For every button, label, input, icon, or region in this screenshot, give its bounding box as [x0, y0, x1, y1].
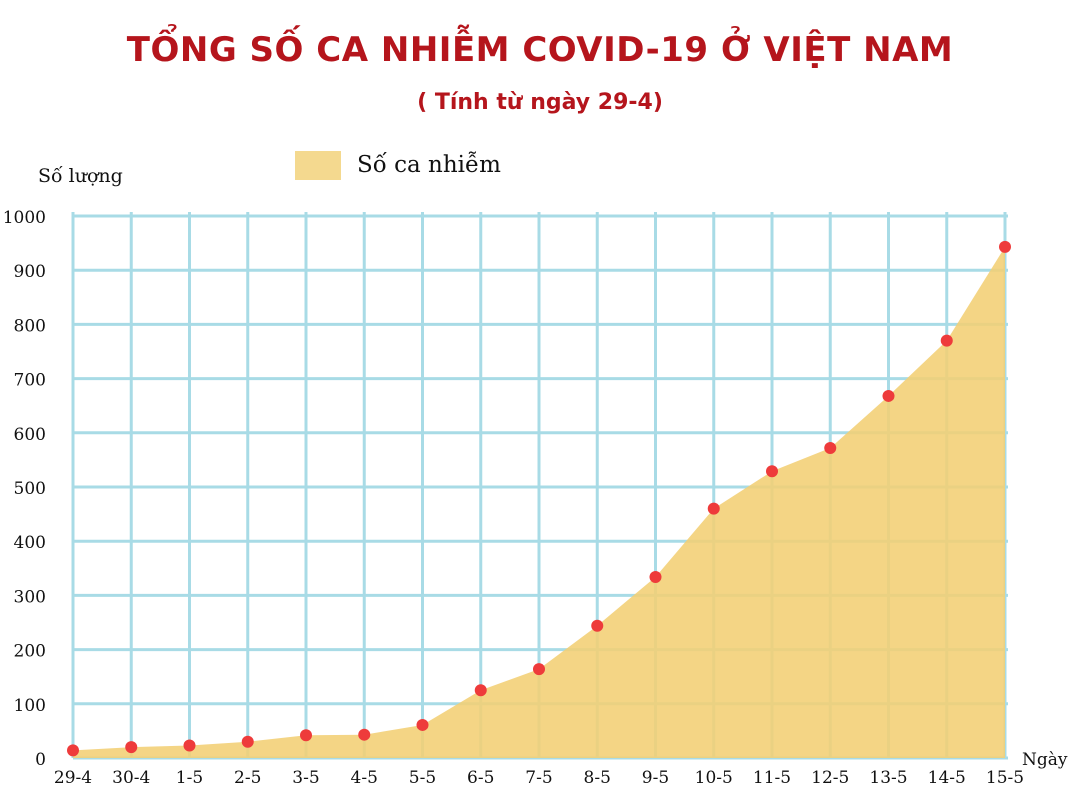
- y-tick-label: 400: [14, 533, 46, 553]
- y-tick-label: 200: [14, 642, 46, 662]
- x-tick-label: 7-5: [525, 768, 552, 788]
- x-tick-label: 14-5: [928, 768, 966, 788]
- chart-subtitle: ( Tính từ ngày 29-4): [417, 90, 663, 115]
- x-tick-label: 9-5: [642, 768, 669, 788]
- x-tick-label: 8-5: [584, 768, 611, 788]
- data-point: [358, 728, 371, 741]
- y-tick-label: 900: [14, 262, 46, 282]
- data-point: [533, 663, 545, 676]
- y-tick-label: 700: [14, 371, 46, 391]
- x-tick-label: 10-5: [695, 768, 733, 788]
- x-tick-label: 6-5: [467, 768, 494, 788]
- x-tick-label: 29-4: [54, 768, 92, 788]
- data-point: [300, 729, 312, 742]
- x-tick-label: 1-5: [176, 768, 203, 788]
- data-point: [241, 735, 254, 748]
- x-tick-label: 11-5: [753, 768, 791, 788]
- series-area: [73, 246, 1005, 759]
- y-tick-label: 0: [35, 750, 46, 770]
- legend-swatch: [295, 151, 341, 180]
- x-tick-label: 30-4: [112, 768, 150, 788]
- y-tick-label: 600: [14, 425, 46, 445]
- x-tick-label: 3-5: [292, 768, 319, 788]
- y-tick-label: 100: [14, 696, 46, 716]
- x-axis-ticks: 29-4 30-4 1-5 2-5 3-5 4-5 5-5 6-5 7-5 8-5 9-5 10-5 1…: [54, 768, 1024, 788]
- y-tick-label: 500: [14, 479, 46, 499]
- x-axis-label: Ngày: [1022, 750, 1068, 770]
- series-markers: [67, 240, 1011, 757]
- y-axis-label: Số lượng: [38, 165, 123, 187]
- data-point: [125, 741, 138, 754]
- chart-title: TỔNG SỐ CA NHIỄM COVID-19 Ở VIỆT NAM: [126, 30, 954, 70]
- data-point: [474, 684, 487, 697]
- data-point: [183, 739, 196, 752]
- data-point: [999, 240, 1011, 253]
- x-tick-label: 12-5: [811, 768, 849, 788]
- data-point: [67, 744, 79, 757]
- x-tick-label: 15-5: [986, 768, 1024, 788]
- x-tick-label: 4-5: [351, 768, 378, 788]
- x-tick-label: 13-5: [869, 768, 907, 788]
- data-point: [591, 619, 604, 632]
- y-tick-label: 800: [14, 316, 46, 336]
- data-point: [416, 718, 429, 731]
- y-tick-label: 300: [14, 587, 46, 607]
- data-point: [940, 334, 953, 347]
- data-point: [649, 570, 662, 583]
- x-tick-label: 5-5: [409, 768, 436, 788]
- data-point: [766, 465, 778, 478]
- data-point: [882, 389, 895, 402]
- x-tick-label: 2-5: [234, 768, 261, 788]
- legend-label: Số ca nhiễm: [357, 152, 501, 178]
- y-axis-ticks: 0 100 200 300 400 500 600 700 800 900 1000: [3, 208, 46, 770]
- data-point: [824, 441, 837, 454]
- data-point: [707, 502, 720, 515]
- y-tick-label: 1000: [3, 208, 46, 228]
